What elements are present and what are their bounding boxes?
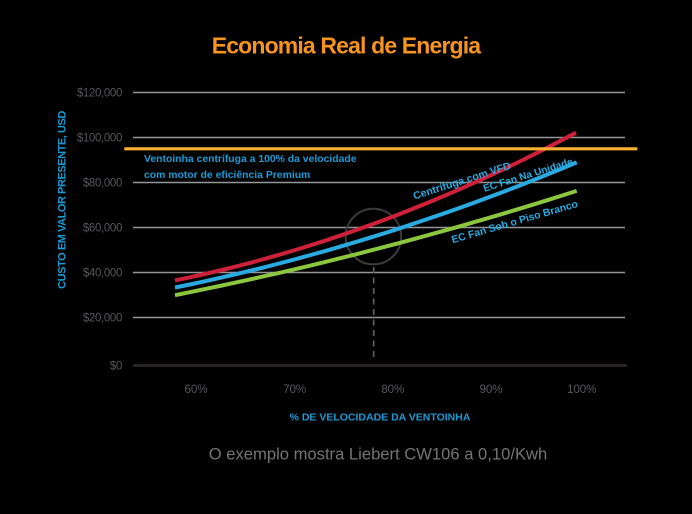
svg-text:$80,000: $80,000 [83,178,122,190]
svg-text:$0: $0 [110,361,122,373]
svg-text:$120,000: $120,000 [77,88,122,100]
svg-text:Ventoinha centrífuga a 100% da: Ventoinha centrífuga a 100% da velocidad… [144,154,357,165]
svg-text:Economia Real de Energia: Economia Real de Energia [212,33,482,59]
svg-text:60%: 60% [185,383,208,396]
svg-text:$20,000: $20,000 [83,313,122,325]
svg-text:$60,000: $60,000 [83,223,122,235]
svg-text:100%: 100% [567,383,596,396]
svg-text:70%: 70% [283,383,306,396]
svg-text:$100,000: $100,000 [77,133,122,145]
svg-text:CUSTO EM VALOR PRESENTE, USD: CUSTO EM VALOR PRESENTE, USD [57,111,69,289]
svg-text:80%: 80% [381,383,404,396]
svg-text:com motor de eficiência Premiu: com motor de eficiência Premium [144,170,310,181]
svg-text:90%: 90% [480,383,503,396]
svg-text:$40,000: $40,000 [83,268,122,280]
svg-text:% DE VELOCIDADE DA VENTOINHA: % DE VELOCIDADE DA VENTOINHA [290,412,471,424]
svg-text:O exemplo mostra Liebert CW106: O exemplo mostra Liebert CW106 a 0,10/Kw… [209,445,548,464]
